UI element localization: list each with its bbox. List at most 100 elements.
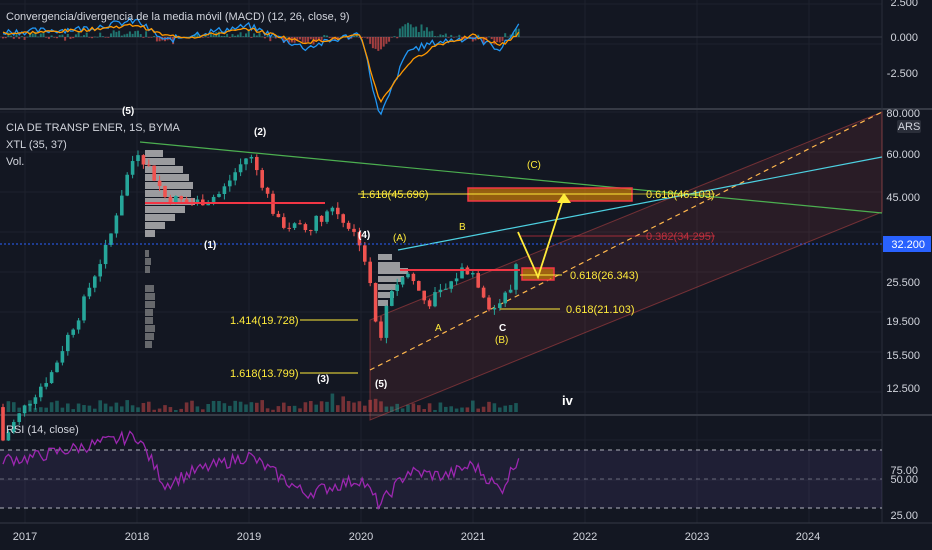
candle-body [44,383,48,387]
macd-histogram-bar [350,37,353,39]
macd-histogram-bar [250,37,253,38]
candle-body [152,165,156,181]
candle-body [82,296,86,321]
volume-bar [444,406,448,412]
macd-histogram-bar [150,37,153,38]
volume-legend: Vol. [6,156,24,168]
macd-histogram-bar [64,37,67,41]
macd-histogram-bar [288,37,291,43]
candle-body [39,386,43,398]
volume-bar [454,408,459,412]
profile-bar [145,230,155,237]
candle-body [336,207,340,215]
time-tick: 2021 [461,531,485,543]
macd-histogram-bar [236,34,239,37]
volume-bar [411,403,416,412]
candle-body [417,281,421,291]
macd-histogram-bar [220,35,223,37]
profile-bar [145,258,151,265]
time-tick: 2020 [349,531,373,543]
wave-label: (5) [122,106,134,117]
macd-tick: -2.500 [887,68,918,80]
macd-histogram-bar [463,37,466,41]
candle-body [438,289,443,293]
macd-histogram-bar [404,24,407,37]
candle-body [93,276,97,288]
macd-histogram-bar [485,37,488,40]
candle-body [76,320,81,330]
volume-bar [287,406,291,412]
fib-label: 1.414(19.728) [230,315,299,327]
candle-body [363,245,367,262]
cyan-trendline [397,156,883,251]
macd-histogram-bar [74,34,77,37]
macd-histogram-bar [99,32,102,37]
macd-histogram-bar [96,36,99,38]
macd-histogram-bar [398,28,401,37]
candle-body [244,158,248,165]
macd-histogram-bar [304,37,307,44]
macd-histogram-bar [269,37,272,42]
candle-body [357,231,362,246]
macd-histogram-bar [42,32,45,37]
volume-bar [325,401,329,412]
candle-body [319,215,324,222]
candle-body [265,187,270,194]
volume-bar [309,401,313,412]
volume-bar [390,406,394,412]
macd-histogram-bar [77,31,80,37]
profile-bar [378,300,388,306]
macd-histogram-bar [88,37,91,38]
macd-histogram-bar [2,37,4,39]
volume-bar [55,400,59,412]
macd-histogram-bar [369,37,372,44]
macd-histogram-bar [363,37,366,38]
macd-histogram-bar [207,37,210,38]
last-price-label: 32.200 [891,239,925,251]
volume-bar [498,407,502,412]
macd-histogram-bar [452,37,455,38]
macd-histogram-bar [388,37,391,42]
price-candles [1,150,518,442]
candle-body [28,403,32,406]
profile-bar [378,262,400,268]
candle-body [400,277,405,285]
candle-body [341,214,345,223]
macd-histogram-bar [420,24,423,37]
volume-bar [44,407,48,412]
macd-histogram-bar [482,37,485,44]
macd-histogram-bar [139,34,142,37]
candle-body [411,273,416,282]
profile-bar [378,254,392,260]
candle-body [449,281,453,289]
volume-bar [87,405,92,412]
candle-body [260,170,264,188]
wave-label: (C) [527,160,541,171]
macd-histogram-bar [258,33,261,37]
macd-histogram-bar [458,34,461,37]
macd-histogram-bar [423,30,426,37]
profile-bar [145,190,191,197]
candle-body [514,264,518,290]
candle-body [384,305,389,338]
volume-bar [400,408,405,412]
candle-body [33,397,38,404]
wave-label: iv [562,393,574,408]
volume-bar [379,401,383,412]
macd-histogram-bar [118,30,121,37]
volume-bar [508,405,513,412]
candle-body [498,303,502,308]
volume-bar [276,406,281,412]
profile-bar [378,268,408,274]
macd-histogram-bar [56,37,58,39]
candle-body [228,180,232,187]
macd-histogram-bar [61,34,64,37]
macd-histogram-bar [131,33,134,37]
macd-histogram-bar [401,26,404,37]
volume-bar [298,408,302,412]
macd-histogram-bar [218,31,220,37]
candle-body [395,284,399,291]
price-tick: 80.000 [886,108,920,120]
volume-bar [265,408,270,412]
